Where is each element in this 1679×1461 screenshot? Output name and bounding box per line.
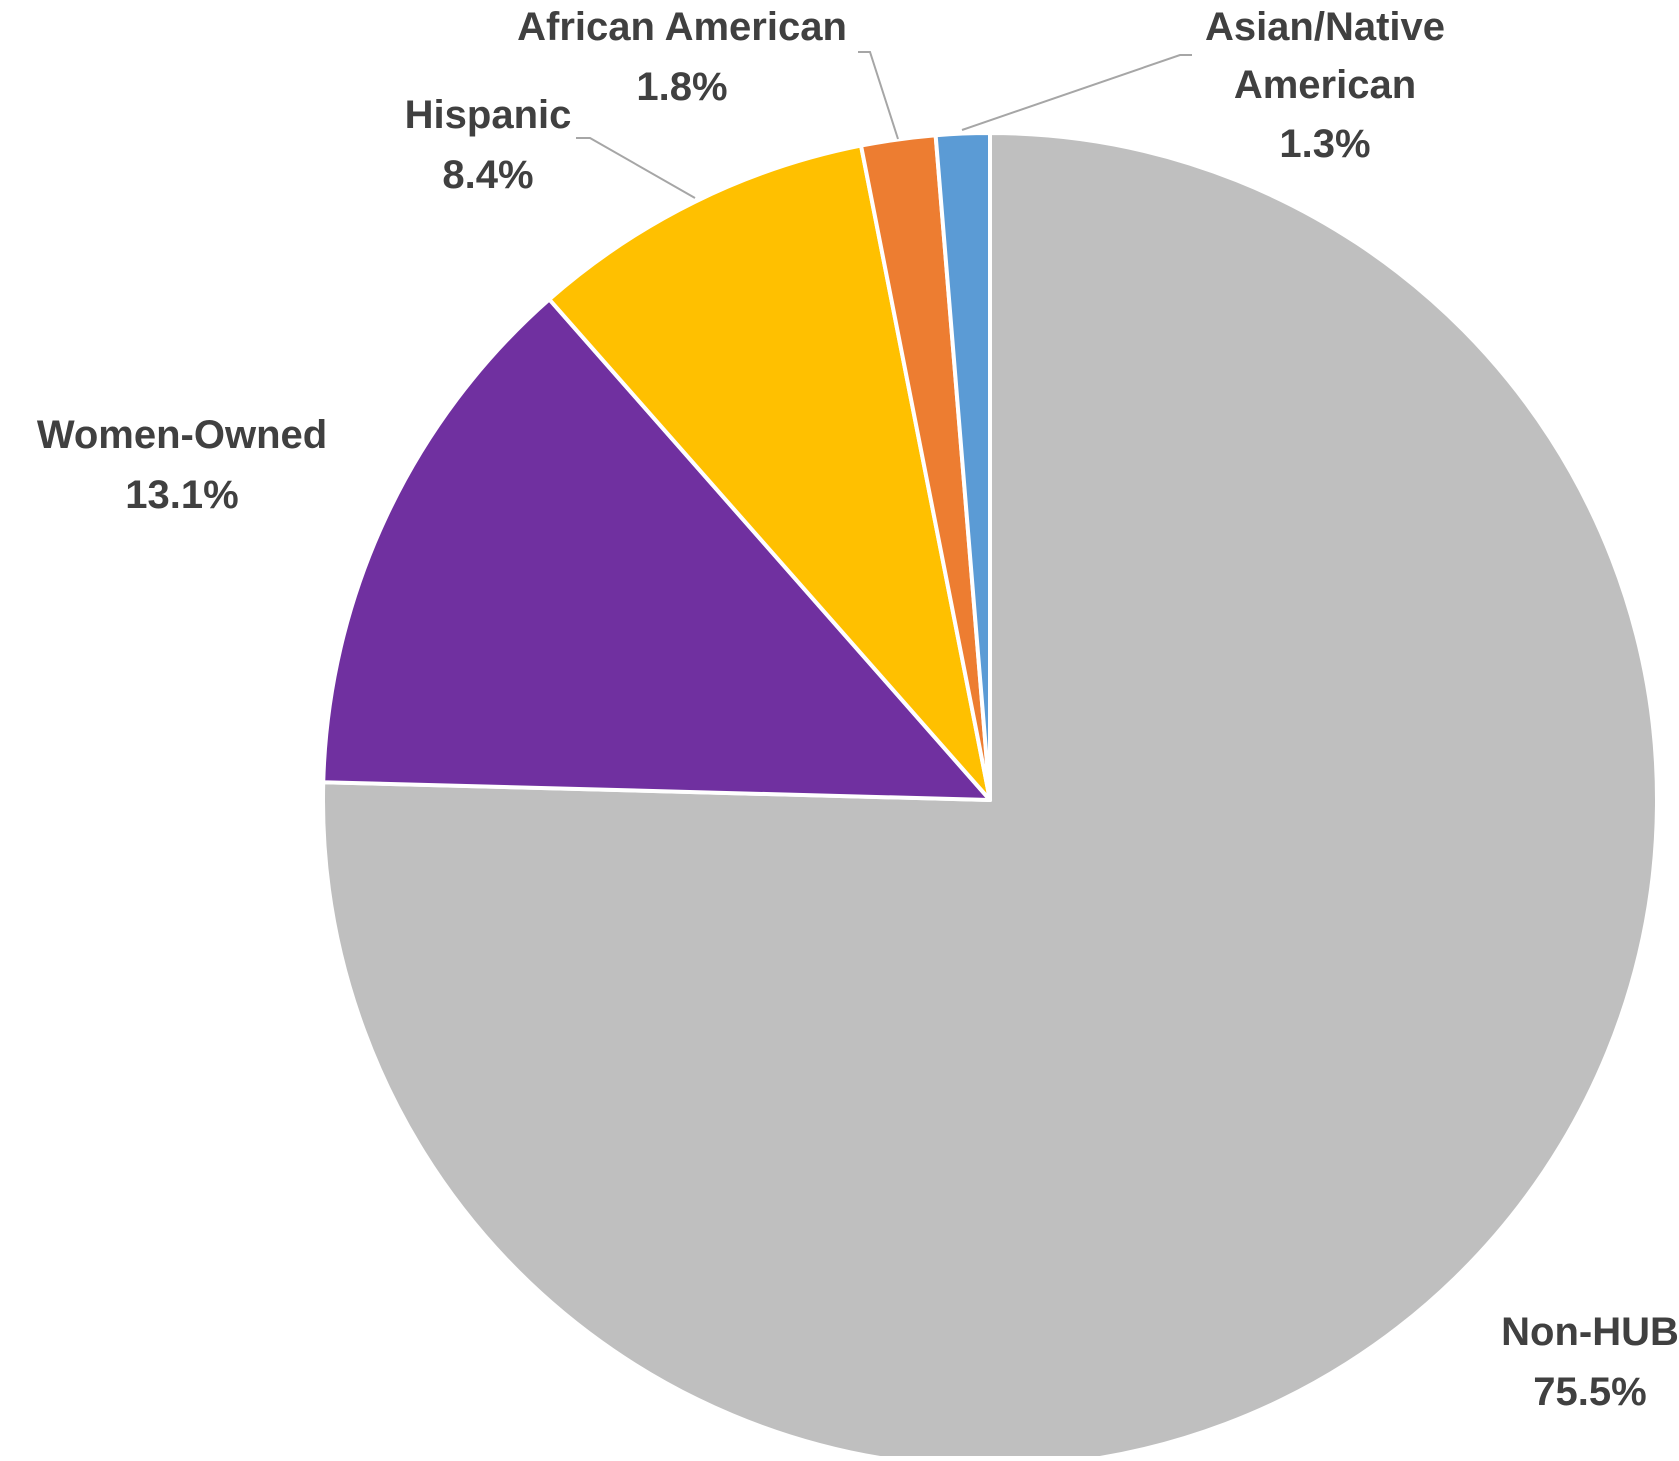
leader-lines	[576, 51, 1192, 199]
pie-slices	[321, 131, 1659, 1461]
leader-line-african-american	[858, 51, 899, 140]
pie-slice-asian-native-american	[933, 131, 992, 802]
leader-line-asian-native-american	[961, 54, 1192, 131]
data-label-name-women-owned: Women-Owned	[37, 413, 327, 457]
data-label-name-african-american: African American	[517, 5, 847, 49]
data-label-name-asian-native-american-1: Asian/Native	[1205, 5, 1445, 49]
pie-slice-hispanic	[547, 143, 992, 802]
data-label-value-african-american: 1.8%	[636, 65, 727, 109]
data-label-value-hispanic: 8.4%	[442, 153, 533, 197]
data-label-name-non-hub: Non-HUB	[1501, 1310, 1679, 1354]
pie-slice-non-hub	[321, 131, 1659, 1461]
data-label-value-non-hub: 75.5%	[1533, 1370, 1646, 1414]
data-label-value-asian-native-american: 1.3%	[1279, 122, 1370, 166]
data-label-value-women-owned: 13.1%	[125, 473, 238, 517]
data-labels: Non-HUB 75.5% Women-Owned 13.1% Hispanic 8.4%…	[37, 5, 1679, 1414]
pie-slice-women-owned	[321, 297, 992, 802]
data-label-name-asian-native-american-2: American	[1234, 63, 1416, 107]
data-label-name-hispanic: Hispanic	[405, 93, 572, 137]
leader-line-hispanic	[576, 137, 696, 199]
